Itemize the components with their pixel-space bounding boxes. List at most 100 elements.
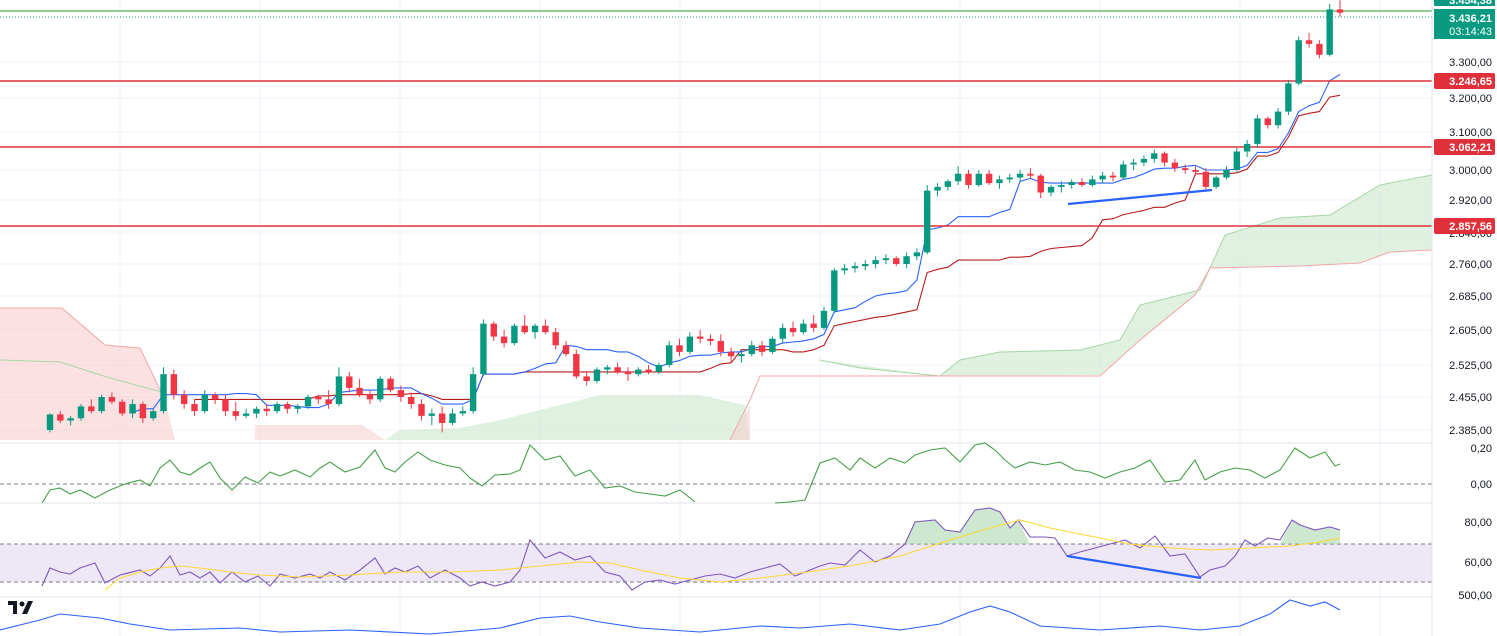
candle-body [377, 378, 384, 400]
candle [459, 406, 466, 416]
candle [738, 349, 745, 363]
candle [882, 254, 890, 264]
candle [356, 378, 363, 397]
candle [418, 399, 425, 421]
top-price-label-bg [1434, 0, 1495, 6]
candle-body [428, 413, 436, 416]
candle [645, 365, 652, 375]
price-tick-label: 2.605,00 [1449, 325, 1492, 337]
candle-body [129, 404, 136, 414]
resistance-levels[interactable] [0, 10, 1432, 227]
rsi-overbought-fill [905, 508, 1030, 544]
candle-body [954, 173, 962, 182]
candle-body [810, 323, 817, 328]
candle [686, 332, 694, 355]
candle-body [98, 397, 105, 412]
rsi-tick-label: 80,00 [1464, 517, 1492, 529]
candle [1027, 168, 1034, 180]
candle-body [67, 418, 74, 421]
candle [1212, 175, 1220, 189]
candle-body [366, 394, 374, 400]
candle-body [511, 325, 518, 344]
candle-body [666, 345, 673, 365]
price-tick-label: 3.200,00 [1449, 93, 1492, 105]
candle-body [315, 397, 322, 400]
countdown-label: 03:14:43 [1449, 26, 1492, 38]
candle-body [139, 404, 147, 419]
osc-line-right [774, 442, 1341, 504]
candle [201, 390, 208, 414]
kijun-line [194, 94, 1341, 400]
candle-body [769, 338, 776, 352]
candle-body [542, 325, 549, 333]
current-price-label: 3.436,21 [1449, 13, 1492, 25]
candle [841, 264, 848, 275]
candle-body [686, 336, 694, 352]
candle-body [500, 336, 508, 344]
candle [232, 401, 239, 421]
candle-body [201, 394, 208, 412]
top-price-label: 3.454,38 [1449, 0, 1492, 7]
candle [335, 367, 343, 407]
candle-body [965, 173, 972, 185]
tenkan-path [132, 74, 1341, 413]
bottom-tick-label: 500,00 [1458, 590, 1492, 602]
candle-body [655, 365, 663, 372]
candle-body [696, 336, 704, 339]
rsi-ma-line [104, 519, 1341, 591]
candle-body [614, 367, 621, 372]
candle [1285, 79, 1292, 115]
candle-body [727, 351, 735, 357]
candle-body [1006, 177, 1013, 180]
candle [562, 340, 570, 357]
candle-body [284, 404, 291, 409]
price-tick-label: 2.760,00 [1449, 259, 1492, 271]
candle-body [480, 323, 487, 375]
candle [924, 185, 931, 255]
candle [1078, 178, 1086, 187]
panel-separators [0, 442, 1432, 598]
candle-body [562, 345, 570, 355]
candle [160, 367, 167, 414]
candle-body [635, 369, 642, 375]
candle [913, 248, 921, 261]
candle-body [1151, 153, 1158, 159]
candle-body [170, 374, 178, 395]
candle-body [1254, 118, 1261, 144]
candle-body [676, 345, 683, 352]
candle-body [1027, 173, 1034, 176]
candle-body [1305, 40, 1313, 44]
trendline-price[interactable] [1067, 188, 1213, 206]
candle-body [985, 173, 993, 184]
level-label-bg [1434, 218, 1495, 234]
candle [1037, 173, 1044, 199]
candle [1264, 116, 1271, 129]
candle [1140, 155, 1148, 167]
candle-body [1264, 118, 1271, 126]
candle [851, 262, 859, 273]
candle [273, 401, 281, 414]
grid [0, 0, 1432, 636]
candle [139, 401, 147, 423]
candle [57, 411, 64, 423]
candle [1295, 36, 1302, 86]
candle-body [1099, 175, 1106, 180]
candle-body [335, 376, 343, 405]
kijun-path [194, 94, 1341, 400]
candle-body [624, 371, 632, 375]
candle [542, 319, 549, 335]
candle-body [758, 345, 766, 352]
candle-body [459, 411, 466, 414]
candle [635, 367, 642, 377]
candle [1068, 179, 1075, 189]
candle-body [346, 376, 353, 388]
trendline-rsi[interactable] [1066, 554, 1202, 580]
candle [377, 376, 384, 402]
candle [500, 330, 508, 348]
candle [1089, 175, 1096, 187]
candle [975, 170, 982, 187]
candle-body [418, 404, 425, 416]
candle [604, 365, 611, 375]
level-label: 2.857,56 [1449, 221, 1492, 233]
